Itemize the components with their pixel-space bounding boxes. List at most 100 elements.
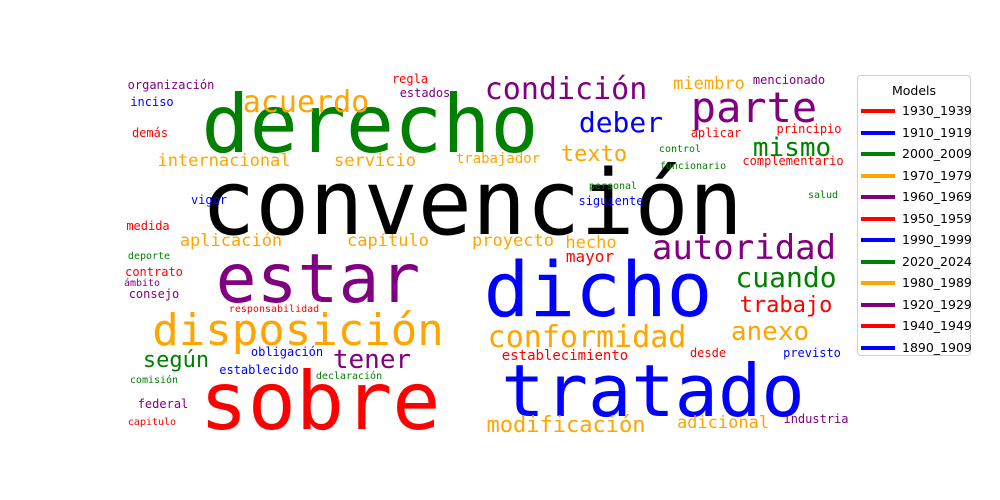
word-9: condición (485, 72, 648, 107)
legend-label: 1950_1959 (902, 210, 972, 226)
word-45: vigor (191, 193, 227, 207)
word-47: medida (126, 219, 169, 233)
legend-label: 1970_1979 (902, 167, 972, 183)
legend-label: 1890_1909 (902, 339, 972, 355)
legend-entry: 1920_1929 (858, 294, 972, 316)
word-57: comisión (130, 374, 178, 386)
word-24: capítulo (347, 231, 429, 251)
legend-swatch (861, 152, 895, 156)
word-2: sobre (200, 355, 441, 448)
legend-swatch (861, 302, 895, 307)
word-54: desde (690, 346, 726, 360)
word-32: organización (128, 78, 215, 92)
legend-label: 1920_1929 (902, 296, 972, 312)
word-42: complementario (742, 154, 843, 168)
word-15: anexo (731, 317, 809, 347)
word-52: responsabilidad (229, 304, 319, 315)
word-0: convención (201, 151, 743, 256)
word-33: regla (392, 72, 428, 86)
legend-swatch (861, 130, 895, 135)
legend-entry: 2000_2009 (858, 143, 972, 165)
word-59: federal (138, 397, 189, 411)
word-53: obligación (251, 345, 323, 359)
word-17: tener (333, 345, 411, 375)
legend-entry: 1980_1989 (858, 272, 972, 294)
legend-swatch (861, 173, 895, 178)
word-49: contrato (125, 265, 183, 279)
word-61: industria (783, 412, 848, 426)
word-26: hecho (565, 233, 616, 253)
word-3: tratado (501, 349, 804, 433)
word-46: siguiente (578, 194, 643, 208)
word-60: capitulo (128, 417, 176, 428)
legend-label: 2020_2024 (902, 253, 972, 269)
legend-label: 1990_1999 (902, 232, 972, 247)
legend-label: 1930_1939 (902, 103, 972, 118)
word-1: derecho (201, 78, 538, 171)
legend-title: Models (891, 83, 937, 98)
word-6: disposición (152, 305, 443, 356)
word-7: parte (691, 83, 817, 132)
word-22: servicio (334, 151, 416, 171)
word-25: proyecto (472, 231, 554, 251)
word-37: demás (132, 126, 168, 140)
word-36: inciso (130, 95, 173, 109)
word-38: aplicar (691, 126, 742, 140)
word-28: miembro (673, 74, 745, 94)
legend: Models 1930_1939 1910_1919 2000_2009 1970_1… (857, 75, 972, 359)
legend-swatch (861, 324, 895, 328)
word-58: declaración (316, 370, 382, 382)
word-35: mencionado (753, 73, 825, 87)
word-43: personal (589, 181, 637, 192)
word-21: internacional (157, 151, 290, 171)
legend-swatch (861, 109, 895, 113)
word-4: dicho (484, 245, 713, 334)
legend-swatch (861, 216, 895, 221)
legend-entry: 1910_1919 (858, 122, 972, 144)
word-48: deporte (128, 251, 170, 262)
legend-swatch (861, 345, 895, 350)
legend-entry: 1950_1959 (858, 208, 972, 230)
word-34: estados (400, 86, 451, 100)
legend-swatch (861, 259, 895, 264)
word-19: según (143, 348, 209, 373)
word-56: establecido (219, 363, 298, 377)
word-13: deber (579, 106, 663, 139)
word-14: mismo (753, 133, 831, 163)
legend-swatch (861, 238, 895, 242)
word-29: mayor (566, 247, 615, 266)
legend-entry: 1890_1909 (858, 337, 972, 359)
word-10: autoridad (652, 228, 836, 268)
word-40: control (659, 144, 701, 155)
word-44: salud (808, 190, 838, 201)
legend-label: 1910_1919 (902, 124, 972, 140)
legend-label: 1980_1989 (902, 275, 972, 290)
word-12: cuando (735, 261, 836, 294)
word-18: texto (561, 142, 627, 167)
legend-label: 2000_2009 (902, 146, 972, 161)
legend-entry: 1960_1969 (858, 186, 972, 208)
word-16: trabajo (740, 293, 833, 318)
legend-swatch (861, 195, 895, 199)
legend-label: 1940_1949 (902, 318, 972, 333)
word-55: previsto (783, 346, 841, 360)
legend-label: 1960_1969 (902, 189, 972, 204)
legend-entry: 1930_1939 (858, 100, 972, 122)
word-41: funcionario (660, 161, 726, 172)
word-8: acuerdo (243, 85, 369, 120)
legend-entry: 2020_2024 (858, 251, 972, 273)
word-30: establecimiento (502, 348, 628, 364)
word-23: aplicación (180, 231, 282, 251)
legend-entry: 1970_1979 (858, 165, 972, 187)
word-27: adicional (677, 413, 769, 433)
word-20: modificación (487, 413, 646, 438)
word-5: estar (216, 240, 421, 319)
legend-swatch (861, 281, 895, 285)
legend-entry: 1990_1999 (858, 229, 972, 251)
word-31: trabajador (456, 151, 540, 167)
word-51: consejo (129, 287, 180, 301)
word-11: conformidad (488, 320, 687, 355)
word-50: ámbito (124, 277, 160, 289)
word-39: principio (776, 122, 841, 136)
